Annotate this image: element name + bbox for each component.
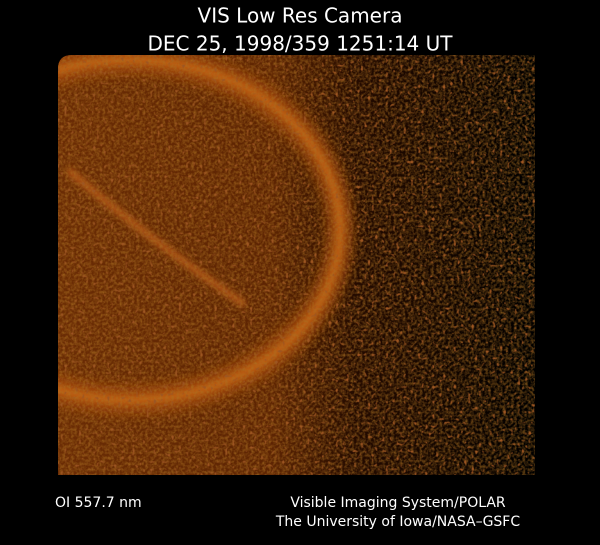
credit: The University of Iowa/NASA–GSFC xyxy=(275,514,521,530)
title: VIS Low Res Camera xyxy=(198,4,403,28)
credit: Visible Imaging System/POLAR xyxy=(290,495,506,511)
timestamp: DEC 25, 1998/359 1251:14 UT xyxy=(148,32,454,56)
aurora-image xyxy=(58,55,535,475)
filter-label: OI 557.7 nm xyxy=(55,495,142,511)
